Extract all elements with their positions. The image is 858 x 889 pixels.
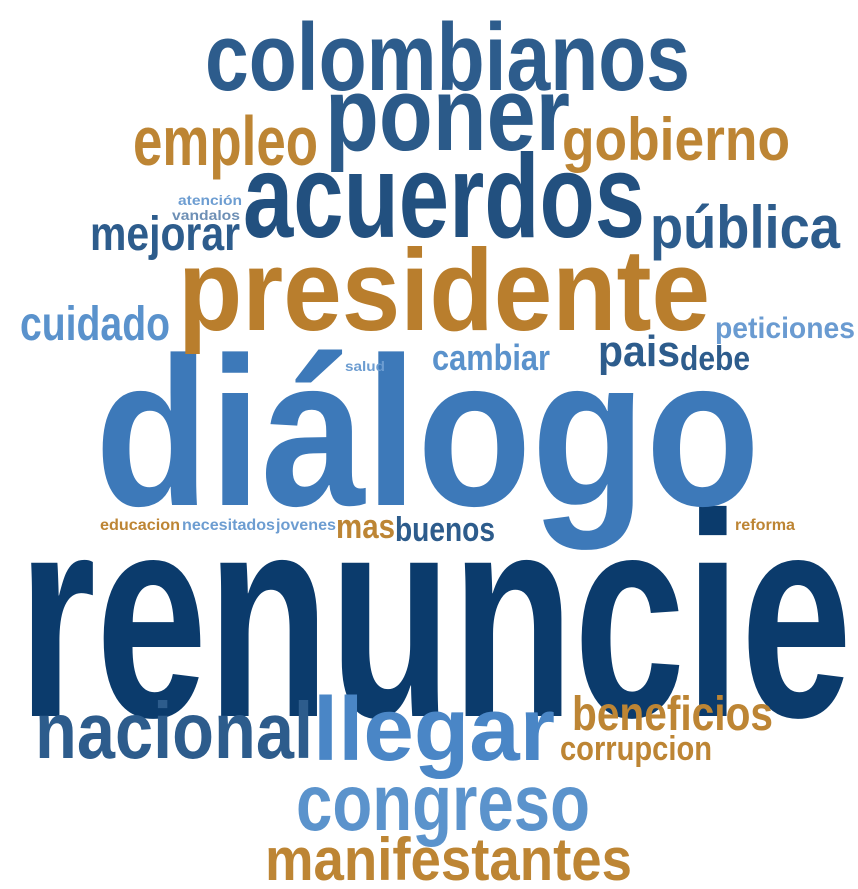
word: atención	[178, 192, 242, 208]
word: congreso	[296, 758, 590, 847]
word: empleo	[133, 102, 318, 180]
word: cambiar	[432, 337, 550, 378]
word: nacional	[35, 686, 313, 775]
word: manifestantes	[265, 826, 632, 889]
word: educacion	[100, 517, 180, 534]
word: pais	[598, 327, 680, 376]
word: salud	[345, 358, 385, 374]
word: corrupcion	[560, 730, 712, 768]
word: debe	[680, 340, 750, 378]
word: beneficios	[572, 688, 773, 741]
word: mejorar	[90, 208, 240, 261]
word: jovenes	[275, 517, 336, 534]
word: necesitados	[182, 517, 275, 534]
word: peticiones	[715, 312, 855, 345]
word: presidente	[178, 225, 710, 355]
word: vandalos	[172, 207, 240, 223]
word: colombianos	[205, 4, 690, 111]
word: llegar	[313, 680, 555, 780]
word: renuncie	[18, 454, 852, 778]
word: reforma	[735, 517, 795, 534]
word: buenos	[395, 511, 495, 549]
word: pública	[650, 194, 841, 261]
word: acuerdos	[243, 130, 645, 263]
word: poner	[325, 56, 570, 173]
word: mas	[336, 508, 395, 546]
word: cuidado	[20, 298, 170, 351]
word: gobierno	[562, 106, 790, 173]
word: diálogo	[95, 313, 760, 550]
